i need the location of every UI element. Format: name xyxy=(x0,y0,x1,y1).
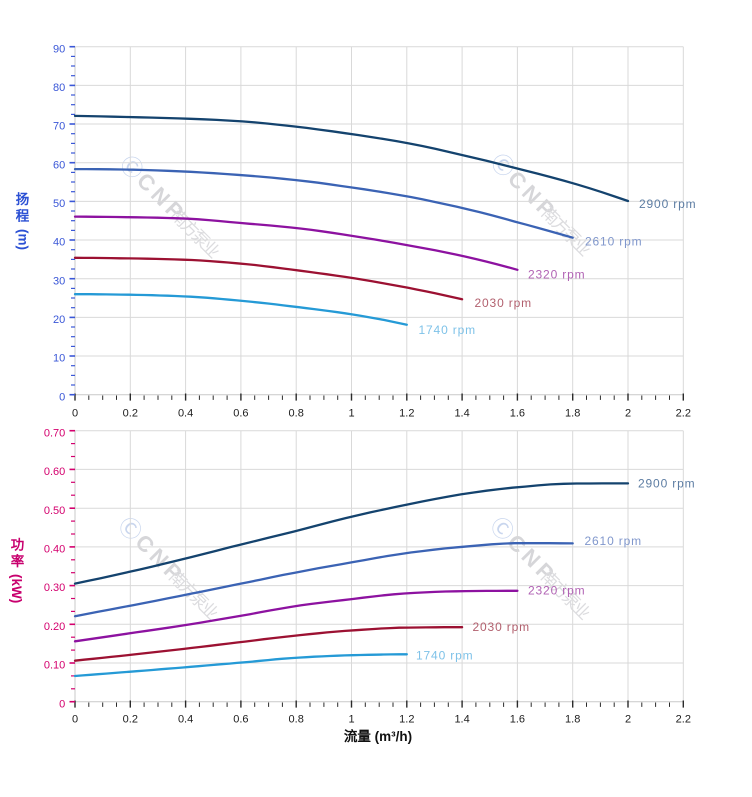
svg-text:0: 0 xyxy=(72,714,78,726)
svg-text:0.2: 0.2 xyxy=(123,714,138,726)
svg-text:0.6: 0.6 xyxy=(233,408,248,420)
svg-text:50: 50 xyxy=(53,198,65,210)
svg-text:0: 0 xyxy=(72,408,78,420)
svg-text:2900 rpm: 2900 rpm xyxy=(638,477,696,491)
svg-text:程: 程 xyxy=(16,209,30,224)
svg-text:1.8: 1.8 xyxy=(565,714,580,726)
svg-text:1.6: 1.6 xyxy=(510,714,525,726)
svg-text:2.2: 2.2 xyxy=(676,714,691,726)
svg-text:0.2: 0.2 xyxy=(123,408,138,420)
svg-text:0.8: 0.8 xyxy=(289,714,304,726)
svg-text:10: 10 xyxy=(53,353,65,365)
svg-text:40: 40 xyxy=(53,237,65,249)
svg-text:2320 rpm: 2320 rpm xyxy=(528,268,586,282)
svg-text:0.8: 0.8 xyxy=(289,408,304,420)
svg-text:1.8: 1.8 xyxy=(565,408,580,420)
svg-text:1: 1 xyxy=(348,408,354,420)
svg-text:1: 1 xyxy=(348,714,354,726)
svg-text:1740 rpm: 1740 rpm xyxy=(416,649,474,663)
svg-text:功: 功 xyxy=(11,538,25,553)
svg-text:0: 0 xyxy=(59,391,65,403)
svg-text:20: 20 xyxy=(53,314,65,326)
svg-text:1.4: 1.4 xyxy=(454,408,469,420)
svg-text:60: 60 xyxy=(53,159,65,171)
svg-text:0.4: 0.4 xyxy=(178,408,193,420)
svg-text:1.2: 1.2 xyxy=(399,714,414,726)
svg-text:2.2: 2.2 xyxy=(676,408,691,420)
svg-text:2610 rpm: 2610 rpm xyxy=(585,235,643,249)
svg-text:2610 rpm: 2610 rpm xyxy=(585,534,643,548)
svg-text:2030 rpm: 2030 rpm xyxy=(473,620,531,634)
svg-text:2: 2 xyxy=(625,408,631,420)
svg-text:2900 rpm: 2900 rpm xyxy=(639,197,697,211)
svg-text:0: 0 xyxy=(59,698,65,710)
svg-text:2030 rpm: 2030 rpm xyxy=(475,296,533,310)
svg-text:0.10: 0.10 xyxy=(44,660,65,672)
svg-text:1.2: 1.2 xyxy=(399,408,414,420)
svg-text:0.20: 0.20 xyxy=(44,621,65,633)
svg-text:30: 30 xyxy=(53,275,65,287)
svg-text:2320 rpm: 2320 rpm xyxy=(528,584,586,598)
svg-text:(m): (m) xyxy=(16,229,31,250)
svg-text:率: 率 xyxy=(11,553,25,569)
svg-text:1740 rpm: 1740 rpm xyxy=(419,323,477,337)
svg-text:1.4: 1.4 xyxy=(454,714,469,726)
svg-text:(kW): (kW) xyxy=(9,574,24,603)
svg-text:0.4: 0.4 xyxy=(178,714,193,726)
svg-text:流量 (m³/h): 流量 (m³/h) xyxy=(344,728,412,744)
svg-text:0.30: 0.30 xyxy=(44,582,65,594)
svg-text:扬: 扬 xyxy=(16,191,30,207)
svg-text:90: 90 xyxy=(53,43,65,55)
svg-text:0.60: 0.60 xyxy=(44,466,65,478)
svg-text:2: 2 xyxy=(625,714,631,726)
svg-text:0.50: 0.50 xyxy=(44,505,65,517)
svg-text:70: 70 xyxy=(53,121,65,133)
svg-text:1.6: 1.6 xyxy=(510,408,525,420)
svg-text:0.6: 0.6 xyxy=(233,714,248,726)
svg-text:0.70: 0.70 xyxy=(44,427,65,439)
svg-text:80: 80 xyxy=(53,82,65,94)
svg-text:0.40: 0.40 xyxy=(44,544,65,556)
